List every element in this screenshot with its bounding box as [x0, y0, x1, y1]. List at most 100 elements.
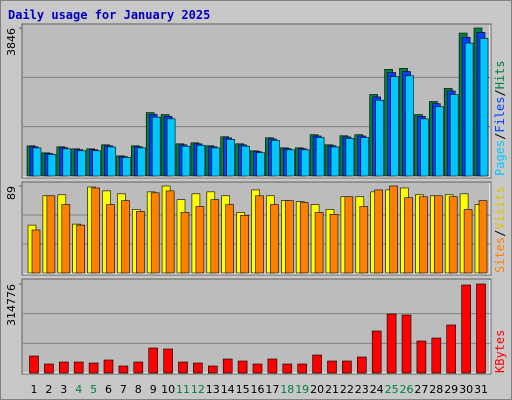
- bar: [371, 330, 382, 374]
- bar: [136, 211, 145, 274]
- bar: [464, 42, 474, 177]
- legend-label: KBytes: [493, 330, 507, 373]
- bar: [103, 359, 114, 374]
- bar: [360, 137, 370, 177]
- x-tick-label: 2: [45, 383, 52, 396]
- bar: [297, 363, 308, 374]
- bar: [163, 348, 173, 374]
- legend: KBytes: [493, 330, 507, 373]
- bar: [476, 283, 486, 374]
- legend-separator: /: [493, 230, 507, 237]
- panel: [21, 278, 492, 375]
- bar: [32, 147, 42, 177]
- x-tick-label: 12: [191, 383, 205, 396]
- bar: [196, 144, 206, 177]
- x-tick-label: 31: [474, 383, 488, 396]
- legend-label: Sites: [493, 237, 507, 273]
- legend-label: Files: [493, 97, 507, 133]
- x-tick-label: 6: [105, 383, 112, 396]
- legend-separator: /: [493, 89, 507, 96]
- bar: [151, 116, 161, 177]
- bar: [270, 204, 279, 274]
- bar: [314, 212, 324, 274]
- bar: [133, 361, 144, 374]
- bar: [46, 195, 56, 274]
- legend-separator: /: [493, 133, 507, 140]
- bar: [401, 314, 412, 374]
- bar: [181, 145, 191, 177]
- bar: [315, 137, 325, 177]
- bar: [434, 106, 444, 177]
- bar: [420, 118, 429, 177]
- bar: [359, 206, 369, 274]
- legend-label: Pages: [493, 140, 507, 176]
- bar: [449, 94, 459, 177]
- bar: [416, 340, 427, 374]
- bar: [461, 284, 471, 374]
- bar: [342, 360, 352, 374]
- bar: [237, 360, 248, 374]
- x-tick-label: 3: [60, 383, 67, 396]
- bar: [226, 139, 235, 177]
- bar: [300, 149, 310, 177]
- bar: [73, 361, 84, 374]
- x-tick-label: 29: [444, 383, 458, 396]
- bar: [165, 190, 175, 274]
- x-tick-label: 10: [161, 383, 175, 396]
- bar: [61, 204, 71, 274]
- bar: [29, 355, 39, 374]
- bar: [390, 76, 399, 177]
- x-tick-label: 5: [90, 383, 97, 396]
- bar: [91, 187, 100, 274]
- bar: [312, 354, 322, 374]
- bar: [267, 358, 278, 374]
- bar: [92, 150, 101, 177]
- bar: [405, 75, 414, 177]
- x-tick-label: 21: [325, 383, 339, 396]
- bar: [121, 200, 130, 274]
- y-tick-label: 89: [5, 186, 18, 200]
- chart-title: Daily usage for January 2025: [8, 8, 210, 22]
- bar: [389, 185, 398, 274]
- bar: [166, 118, 176, 177]
- bar: [327, 360, 337, 374]
- y-tick-label: 3846: [5, 28, 18, 56]
- x-tick-label: 22: [340, 383, 354, 396]
- bar: [137, 147, 146, 177]
- bar: [211, 147, 221, 177]
- bar: [330, 146, 340, 177]
- legend-label: Visits: [493, 186, 507, 229]
- bar: [148, 347, 158, 374]
- bar: [31, 229, 41, 274]
- x-tick-label: 27: [414, 383, 428, 396]
- bar: [62, 148, 72, 177]
- bar: [285, 149, 295, 177]
- bar: [178, 361, 188, 374]
- bar: [210, 199, 220, 274]
- legend: Pages/Files/Hits: [493, 60, 507, 176]
- bar: [284, 200, 294, 274]
- bar: [356, 356, 367, 374]
- bar: [255, 195, 264, 274]
- bar: [344, 196, 354, 274]
- x-tick-label: 30: [459, 383, 473, 396]
- x-tick-label: 15: [236, 383, 250, 396]
- x-tick-label: 17: [265, 383, 279, 396]
- bar: [446, 324, 457, 374]
- bar: [180, 212, 190, 274]
- bar: [77, 150, 86, 177]
- x-tick-label: 26: [400, 383, 414, 396]
- x-tick-label: 23: [355, 383, 369, 396]
- bar: [345, 138, 355, 177]
- bar: [299, 202, 309, 274]
- bar: [329, 214, 339, 274]
- x-tick-label: 13: [206, 383, 220, 396]
- bar: [386, 313, 397, 374]
- bar: [195, 206, 205, 274]
- bar: [47, 154, 57, 177]
- bar: [252, 363, 263, 374]
- bar: [193, 362, 203, 374]
- y-tick-label: 314776: [5, 284, 18, 326]
- x-tick-label: 8: [135, 383, 142, 396]
